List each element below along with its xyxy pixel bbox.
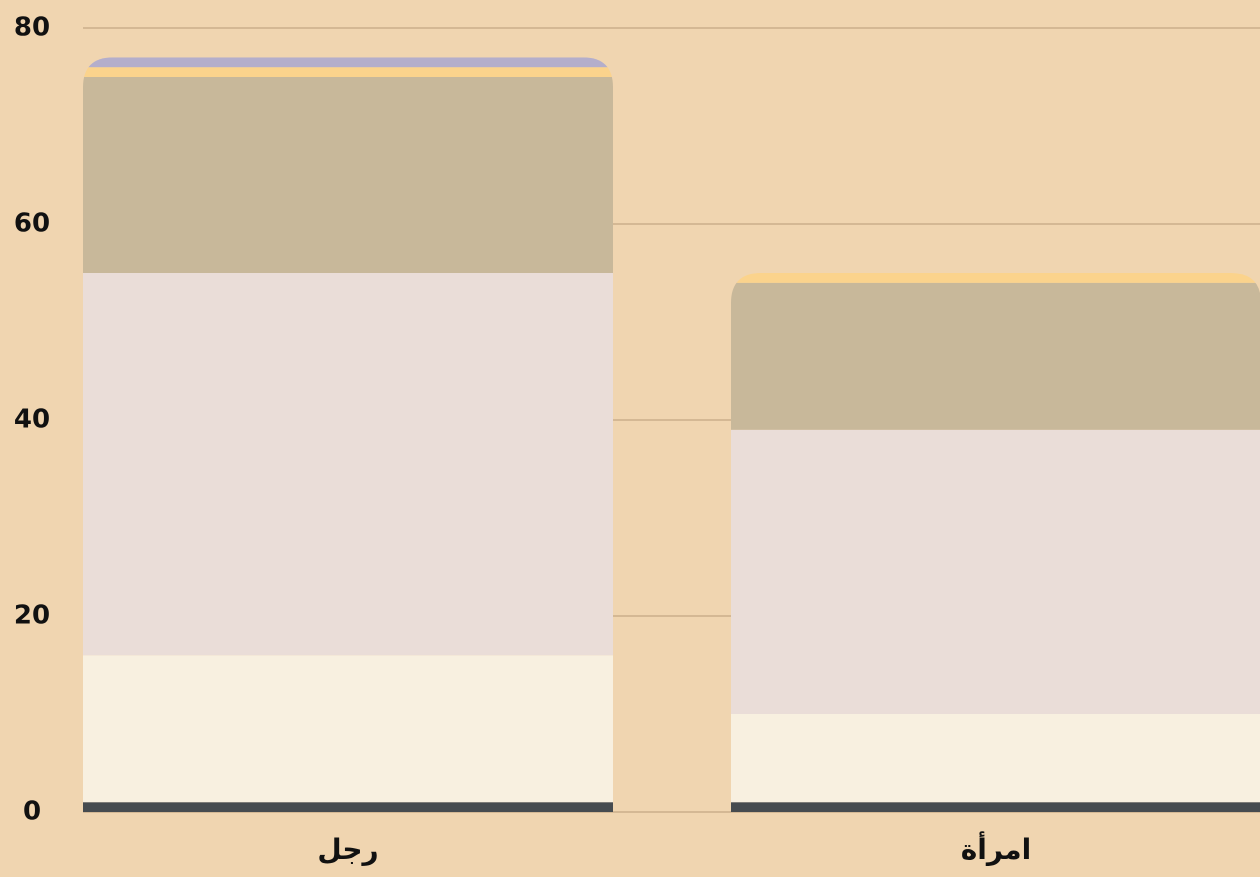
bar-segment bbox=[83, 57, 613, 68]
bar-segment bbox=[83, 77, 613, 273]
bar-segment bbox=[83, 273, 613, 656]
bar-segment bbox=[731, 714, 1260, 803]
bar-stack bbox=[731, 273, 1260, 812]
bar-segment bbox=[83, 802, 613, 812]
x-tick-label: امرأة bbox=[961, 831, 1031, 866]
x-tick-label: رجل bbox=[317, 833, 378, 866]
bar-segment bbox=[83, 655, 613, 803]
y-tick-label: 40 bbox=[14, 405, 50, 435]
bar-segment bbox=[731, 273, 1260, 283]
bar-segment bbox=[83, 67, 613, 77]
bar-stack bbox=[83, 57, 613, 812]
y-tick-label: 80 bbox=[14, 13, 50, 43]
bar-segment bbox=[731, 429, 1260, 714]
bar-segment bbox=[731, 282, 1260, 430]
y-tick-label: 0 bbox=[23, 797, 41, 827]
y-tick-label: 20 bbox=[14, 601, 50, 631]
y-tick-label: 60 bbox=[14, 209, 50, 239]
bar-segment bbox=[731, 802, 1260, 812]
